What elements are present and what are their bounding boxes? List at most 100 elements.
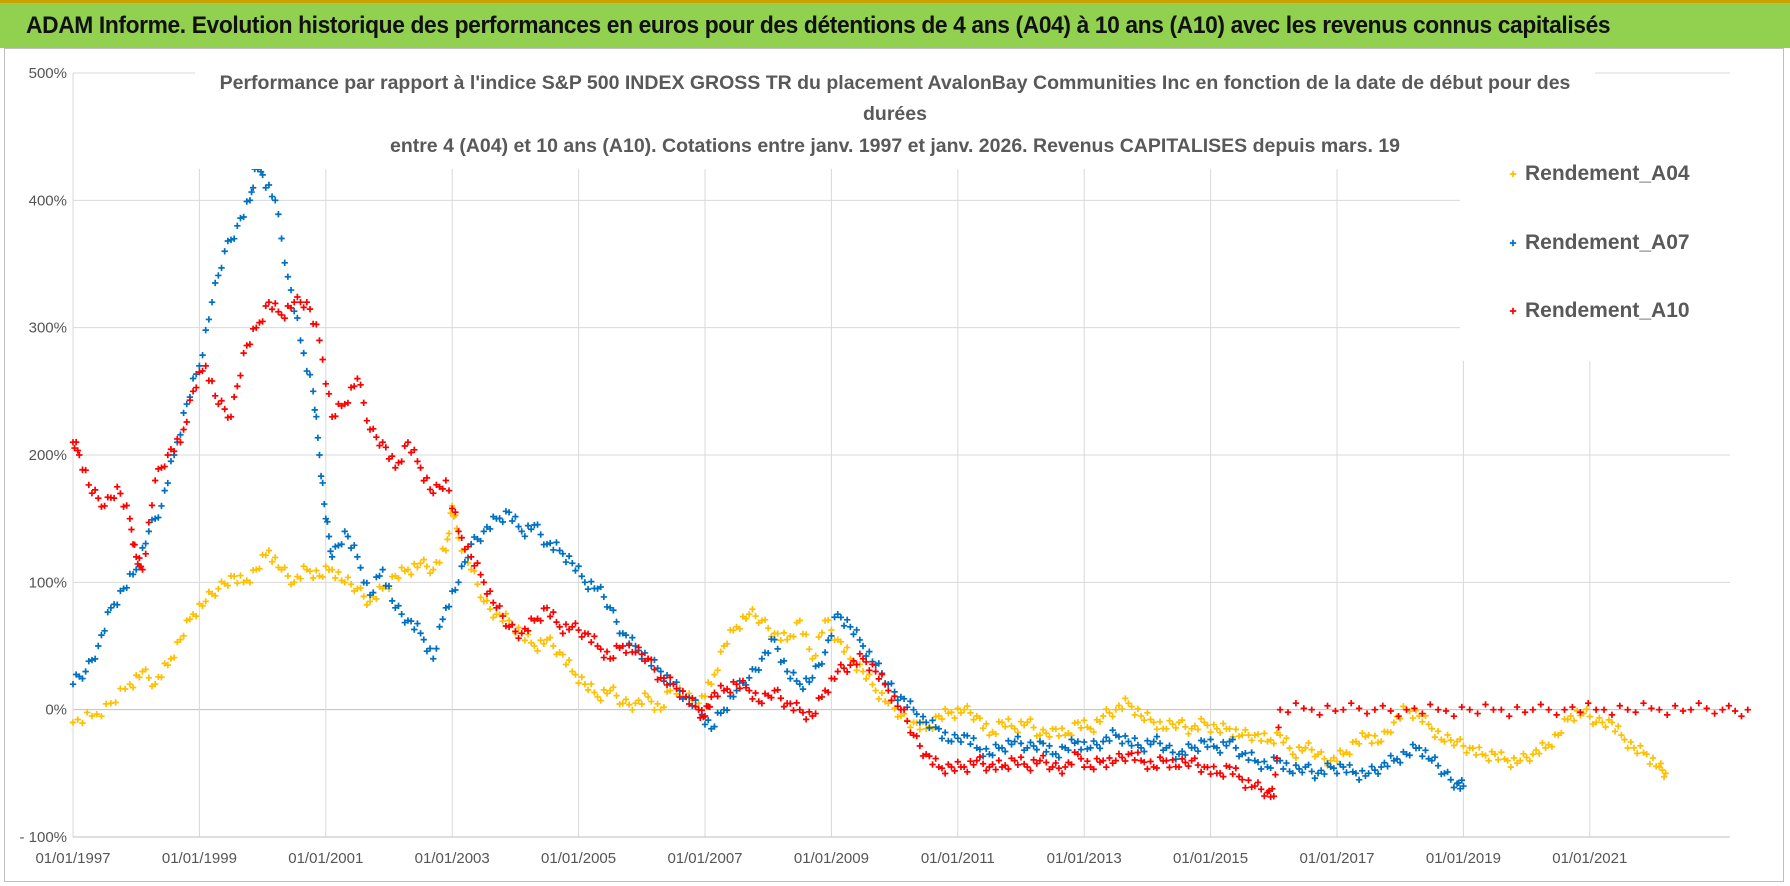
data-point	[351, 383, 358, 390]
data-point	[1491, 751, 1499, 758]
data-point	[1308, 746, 1315, 753]
data-point	[1141, 717, 1148, 724]
data-point	[660, 674, 668, 682]
data-point	[910, 731, 917, 739]
data-point	[215, 585, 222, 592]
legend-label-a10: Rendement_A10	[1525, 299, 1690, 322]
data-point	[1624, 706, 1631, 713]
data-point	[1406, 752, 1413, 759]
data-point	[689, 694, 696, 702]
data-point	[347, 581, 355, 588]
data-point	[575, 679, 582, 687]
data-point	[888, 680, 895, 687]
data-point	[714, 693, 721, 700]
data-point	[357, 584, 364, 592]
data-point	[976, 746, 984, 753]
data-point	[1210, 721, 1217, 728]
data-point	[131, 541, 138, 548]
data-point	[76, 451, 83, 459]
data-point	[332, 543, 339, 550]
data-point	[1374, 739, 1382, 746]
data-point	[1090, 766, 1097, 773]
data-point	[306, 371, 314, 378]
data-point	[834, 668, 841, 675]
data-point	[534, 647, 541, 655]
data-point	[578, 573, 585, 580]
data-point	[1390, 719, 1398, 726]
data-point	[1036, 731, 1044, 739]
data-point	[1027, 715, 1034, 723]
report-banner: ADAM Informe. Evolution historique des p…	[0, 0, 1790, 48]
data-point	[212, 592, 219, 599]
data-point	[442, 547, 450, 554]
data-point	[480, 528, 487, 535]
data-point	[1371, 766, 1379, 774]
data-point	[1077, 724, 1085, 732]
data-point	[1103, 706, 1110, 713]
data-point	[970, 734, 977, 742]
data-point	[388, 597, 396, 605]
data-point	[373, 434, 380, 441]
data-point	[635, 644, 642, 651]
data-point	[316, 337, 323, 344]
data-point	[809, 655, 816, 662]
data-point	[584, 630, 592, 638]
data-point	[648, 656, 655, 663]
data-point	[1450, 784, 1458, 791]
data-point	[1602, 723, 1609, 731]
data-point	[796, 617, 803, 624]
data-point	[1630, 744, 1638, 752]
data-point	[1254, 730, 1262, 738]
data-point	[186, 396, 194, 404]
data-point	[1474, 710, 1481, 717]
data-point	[831, 614, 838, 621]
data-point	[1191, 755, 1198, 762]
data-point	[1232, 726, 1240, 733]
data-point	[95, 495, 102, 502]
data-point	[954, 705, 961, 712]
data-point	[1561, 706, 1568, 713]
data-point	[828, 626, 835, 634]
data-point	[1536, 750, 1543, 757]
data-point	[1131, 756, 1138, 764]
data-point	[414, 458, 421, 465]
data-point	[107, 604, 115, 611]
data-point	[1711, 710, 1718, 717]
data-point	[1295, 743, 1303, 751]
data-point	[193, 384, 200, 391]
data-point	[1460, 742, 1467, 750]
data-point	[300, 349, 307, 357]
data-point	[1624, 744, 1631, 752]
data-point	[910, 706, 917, 713]
data-point	[1024, 719, 1031, 726]
data-point	[777, 695, 785, 702]
data-point	[518, 528, 525, 535]
data-point	[1567, 712, 1575, 720]
data-point	[1363, 710, 1371, 717]
data-point	[1144, 765, 1151, 773]
data-point	[1618, 731, 1625, 739]
data-point	[900, 706, 908, 713]
data-point	[550, 642, 557, 650]
data-point	[1043, 759, 1050, 766]
data-point	[1257, 737, 1265, 745]
data-point	[1005, 737, 1012, 744]
data-point	[1074, 738, 1082, 745]
data-point	[1305, 739, 1312, 747]
data-point	[351, 542, 358, 549]
data-point	[215, 272, 222, 279]
data-point	[332, 574, 339, 582]
data-point	[1657, 760, 1665, 767]
data-point	[1513, 703, 1521, 711]
data-point	[1280, 739, 1287, 746]
data-point	[603, 603, 611, 611]
data-point	[230, 393, 238, 401]
data-point	[998, 719, 1006, 726]
data-point	[196, 368, 203, 376]
data-point	[322, 380, 329, 387]
data-point	[208, 377, 216, 385]
data-point	[970, 761, 977, 768]
data-point	[464, 559, 472, 567]
y-tick-label: 0%	[45, 702, 67, 719]
data-point	[114, 483, 121, 491]
